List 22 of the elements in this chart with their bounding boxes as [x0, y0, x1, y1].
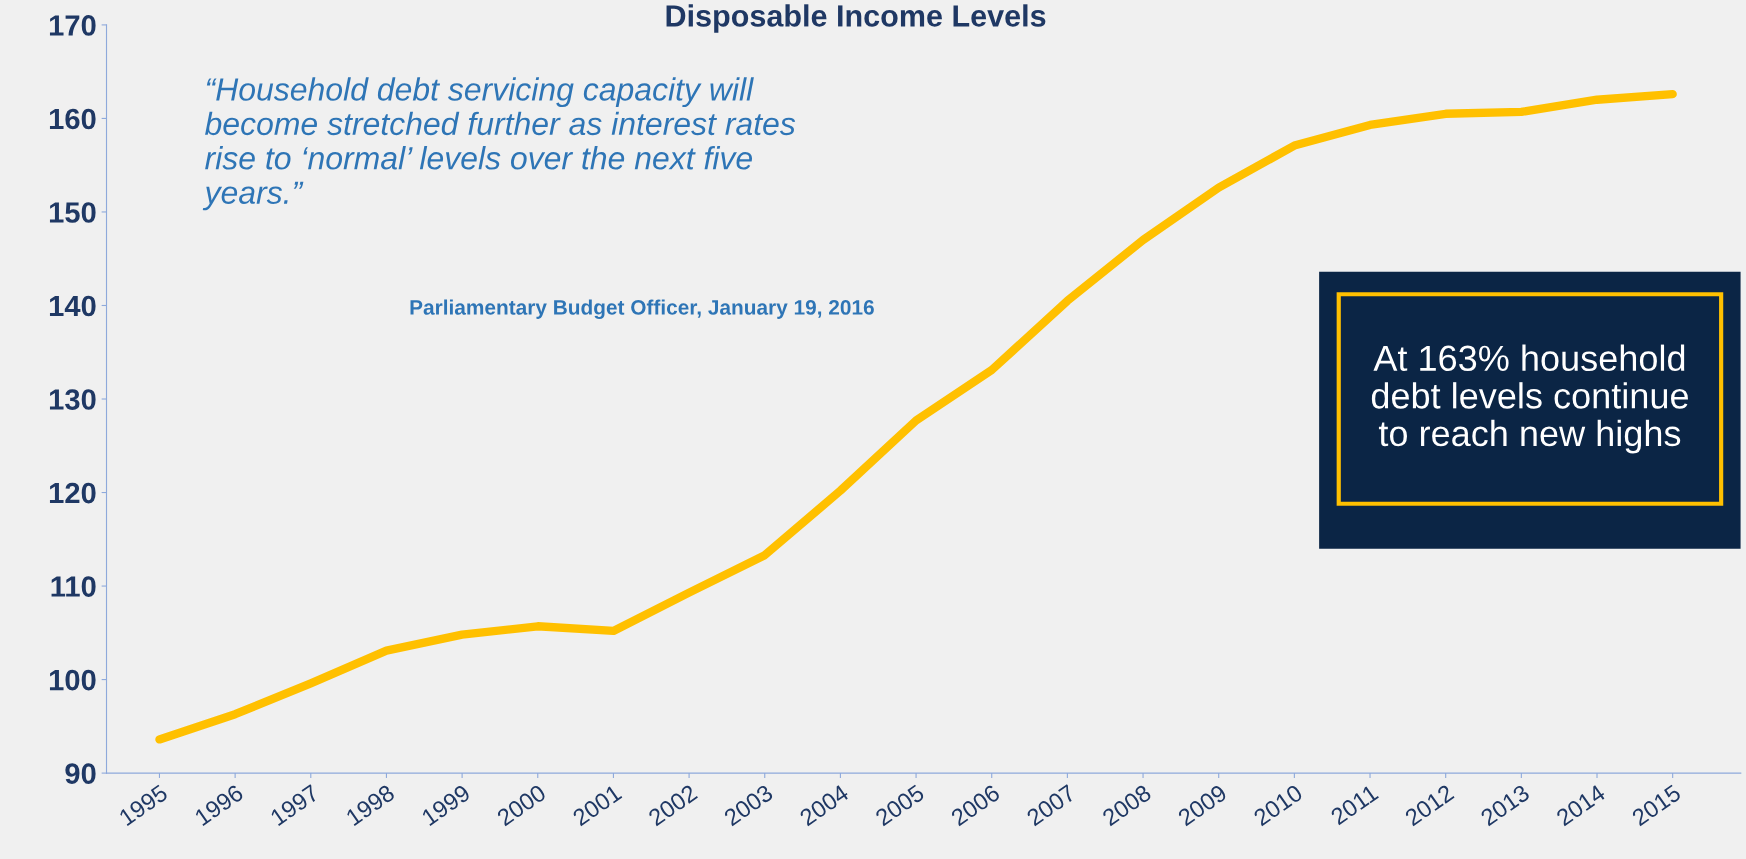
y-tick-label: 90	[65, 763, 96, 784]
x-tick-label: 2010	[1252, 783, 1304, 827]
x-tick-label: 1999	[420, 783, 472, 827]
y-tick-label: 160	[49, 108, 96, 130]
annotation: Parliamentary Budget Officer, January 19, 2016	[410, 299, 874, 319]
x-tick-label: 2000	[496, 783, 547, 827]
y-tick-label: 110	[51, 576, 96, 597]
x-tick-label: 2009	[1177, 783, 1228, 827]
x-tick-label: 2013	[1479, 783, 1531, 827]
y-tick-label: 120	[49, 482, 96, 504]
y-tick-label: 150	[49, 202, 96, 223]
x-tick-label: 2001	[571, 783, 623, 827]
annotation: At 163% household debt levels continue to reach new highs	[1371, 344, 1688, 454]
annotation: “Household debt servicing capacity will become stretched further as interest rates rise to ‘normal’ levels over the next five years.”	[202, 77, 796, 211]
x-tick-label: 2008	[1101, 783, 1153, 827]
x-tick-label: 2003	[723, 783, 774, 827]
y-tick-label: 170	[49, 15, 96, 36]
y-tick-label: 100	[49, 669, 96, 691]
y-tick-label: 140	[49, 295, 96, 317]
y-tick-label: 130	[49, 389, 96, 410]
chart-title: Disposable Income Levels	[666, 4, 1046, 33]
x-tick-label: 2011	[1329, 783, 1380, 826]
